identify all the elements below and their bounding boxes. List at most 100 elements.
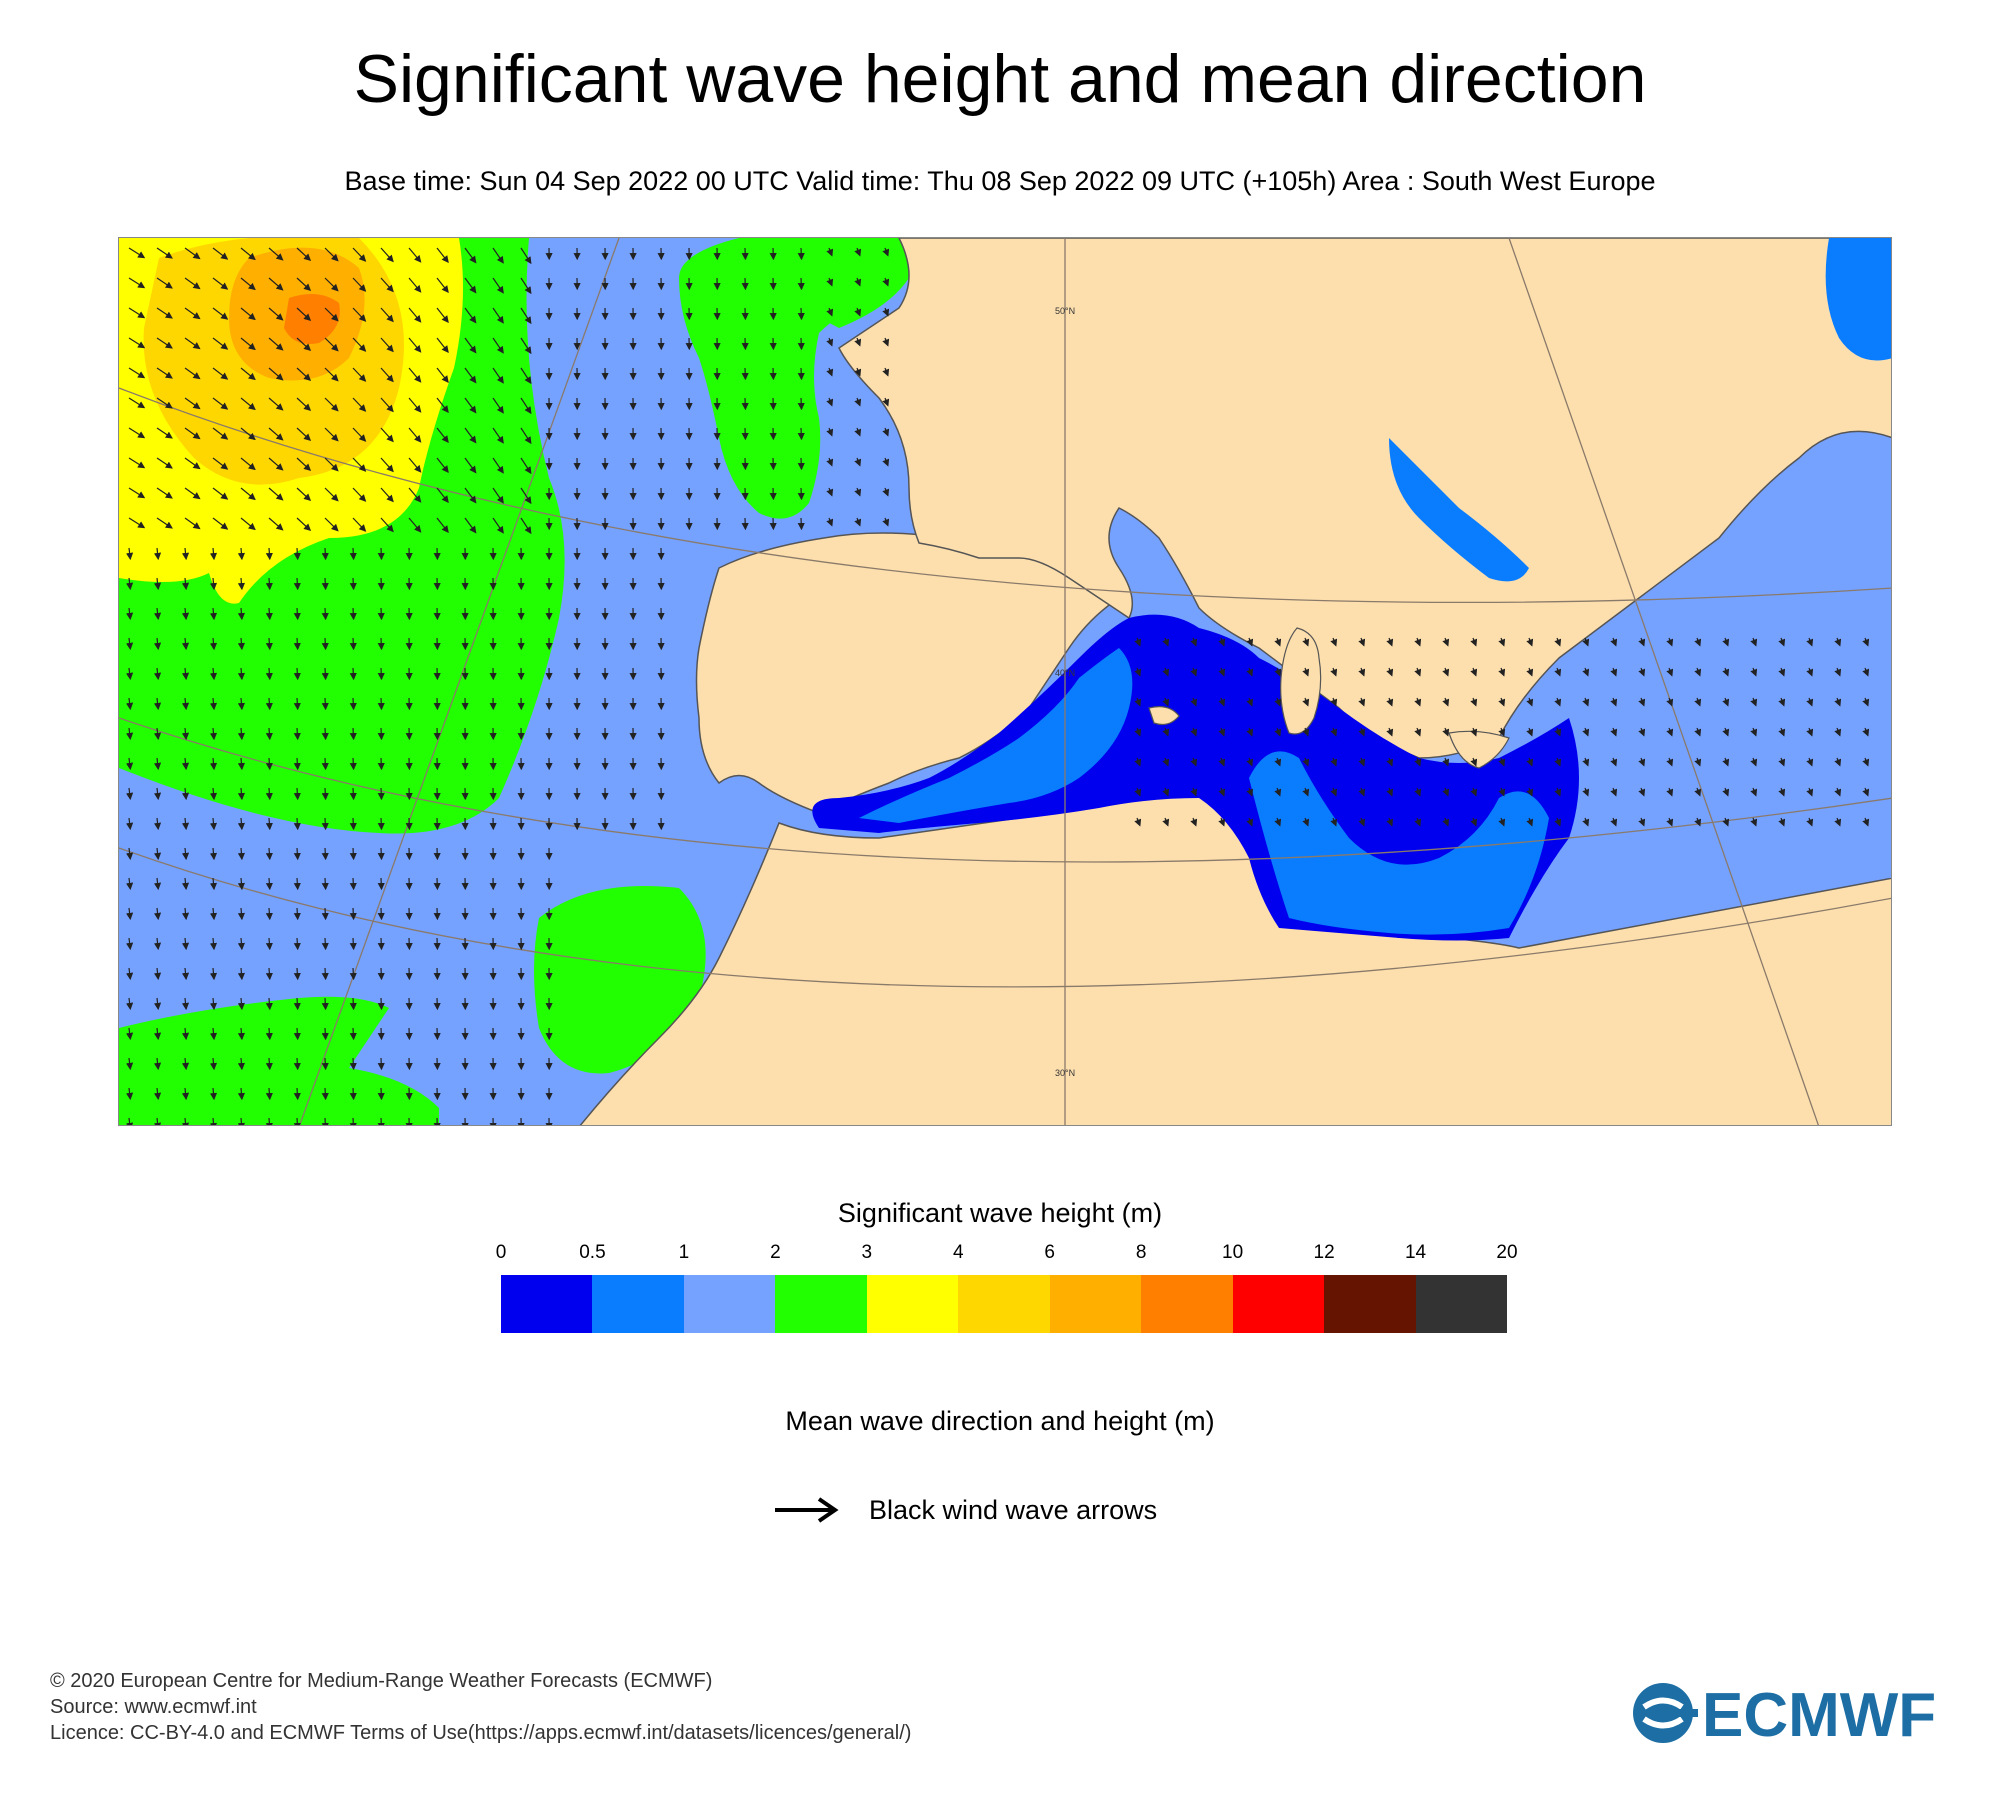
wave-arrow bbox=[265, 817, 273, 831]
wave-arrow bbox=[1554, 727, 1562, 737]
wave-arrow bbox=[237, 547, 245, 561]
wave-arrow bbox=[1554, 637, 1562, 647]
wave-arrow bbox=[126, 907, 134, 921]
wave-arrow bbox=[1358, 667, 1366, 677]
wave-arrow bbox=[352, 457, 367, 472]
wave-arrow bbox=[153, 607, 162, 621]
wave-arrow bbox=[293, 787, 301, 801]
wave-arrow bbox=[265, 697, 273, 711]
wave-arrow bbox=[1806, 727, 1814, 737]
wave-arrow bbox=[1834, 637, 1842, 647]
wave-arrow bbox=[1358, 727, 1366, 737]
wave-arrow bbox=[1302, 727, 1310, 737]
wave-arrow bbox=[882, 307, 890, 317]
wave-arrow bbox=[882, 427, 890, 437]
wave-arrow bbox=[209, 1087, 218, 1101]
wave-arrow bbox=[1694, 757, 1702, 767]
wave-arrow bbox=[153, 727, 162, 741]
wave-arrow bbox=[826, 367, 834, 377]
wave-arrow bbox=[209, 907, 218, 921]
wave-arrow bbox=[1778, 757, 1786, 767]
wave-arrow bbox=[349, 697, 357, 711]
legend-tick-label: 0 bbox=[495, 1242, 507, 1263]
wave-arrow bbox=[293, 637, 301, 651]
wave-arrow bbox=[184, 487, 201, 500]
wave-arrow bbox=[1498, 697, 1506, 707]
wave-arrow bbox=[296, 397, 312, 412]
lat-label-40: 40°N bbox=[1055, 668, 1075, 678]
wave-arrow bbox=[237, 637, 245, 651]
wave-arrow bbox=[324, 487, 339, 502]
wave-arrow bbox=[293, 997, 301, 1011]
wave-arrow bbox=[1610, 637, 1618, 647]
wave-arrow bbox=[797, 367, 805, 381]
wave-arrow bbox=[1638, 727, 1646, 737]
legend-tick-label: 0.5 bbox=[579, 1242, 606, 1263]
wave-arrow bbox=[240, 337, 256, 351]
wave-arrow bbox=[321, 637, 329, 651]
legend-swatch bbox=[501, 1275, 593, 1333]
wave-arrow bbox=[1414, 817, 1422, 827]
wave-arrow bbox=[156, 337, 173, 349]
wave-arrow bbox=[1442, 757, 1450, 767]
wave-arrow bbox=[181, 877, 190, 891]
wave-arrow bbox=[1330, 637, 1338, 647]
wave-arrow bbox=[1778, 637, 1786, 647]
wave-arrow bbox=[408, 367, 422, 383]
wave-arrow bbox=[349, 727, 357, 741]
wave-arrow bbox=[1806, 757, 1814, 767]
wave-arrow bbox=[1386, 667, 1394, 677]
wave-arrow bbox=[1442, 637, 1450, 647]
wave-arrow bbox=[1302, 697, 1310, 707]
wave-arrow bbox=[882, 277, 890, 287]
wave-arrow bbox=[1162, 637, 1170, 647]
wave-arrow bbox=[377, 997, 385, 1011]
wave-arrow bbox=[1190, 637, 1198, 647]
wave-arrow bbox=[237, 847, 245, 861]
wave-arrow bbox=[268, 337, 284, 351]
wave-zone-green-canaries bbox=[534, 886, 706, 1074]
wave-arrow bbox=[1722, 667, 1730, 677]
wave-arrow bbox=[1834, 757, 1842, 767]
footer-source: Source: www.ecmwf.int bbox=[50, 1696, 257, 1718]
wave-arrow bbox=[237, 907, 245, 921]
wave-arrow bbox=[1218, 817, 1226, 827]
wave-arrow bbox=[1806, 667, 1814, 677]
wave-arrow bbox=[212, 307, 229, 320]
wave-arrow bbox=[184, 307, 201, 320]
wave-arrow bbox=[128, 487, 146, 499]
wave-arrow bbox=[1526, 637, 1534, 647]
wave-arrow bbox=[377, 727, 385, 741]
wave-zone-black-sea bbox=[1825, 238, 1891, 361]
wave-arrow bbox=[265, 847, 273, 861]
wave-arrow bbox=[184, 367, 201, 380]
ecmwf-logo-text: ECMWF bbox=[1702, 1681, 1936, 1746]
wave-arrow bbox=[184, 457, 201, 470]
wave-arrow bbox=[1750, 727, 1758, 737]
legend-tick-label: 2 bbox=[770, 1242, 781, 1263]
wave-arrow bbox=[237, 937, 245, 951]
wave-arrow bbox=[1582, 667, 1590, 677]
wave-arrow bbox=[209, 967, 218, 981]
wave-arrow bbox=[1750, 667, 1758, 677]
wave-arrow bbox=[1358, 637, 1366, 647]
wave-arrow bbox=[321, 1057, 329, 1071]
wave-arrow bbox=[464, 337, 477, 354]
wave-arrow bbox=[1190, 787, 1198, 797]
wave-arrow bbox=[324, 337, 339, 352]
wave-arrow bbox=[209, 697, 218, 711]
wave-arrow bbox=[1162, 667, 1170, 677]
wave-arrow bbox=[237, 997, 245, 1011]
wave-arrow bbox=[296, 487, 312, 502]
wave-arrow bbox=[296, 337, 312, 352]
wave-arrow bbox=[797, 247, 805, 261]
wave-arrow bbox=[1750, 817, 1758, 827]
wave-arrow bbox=[209, 577, 218, 591]
wave-arrow bbox=[464, 367, 477, 384]
wave-arrow bbox=[1750, 697, 1758, 707]
wave-arrow bbox=[240, 397, 256, 411]
wave-arrow bbox=[377, 847, 385, 861]
wave-arrow bbox=[1190, 697, 1198, 707]
wave-arrow bbox=[293, 877, 301, 891]
wave-arrow bbox=[436, 427, 449, 444]
